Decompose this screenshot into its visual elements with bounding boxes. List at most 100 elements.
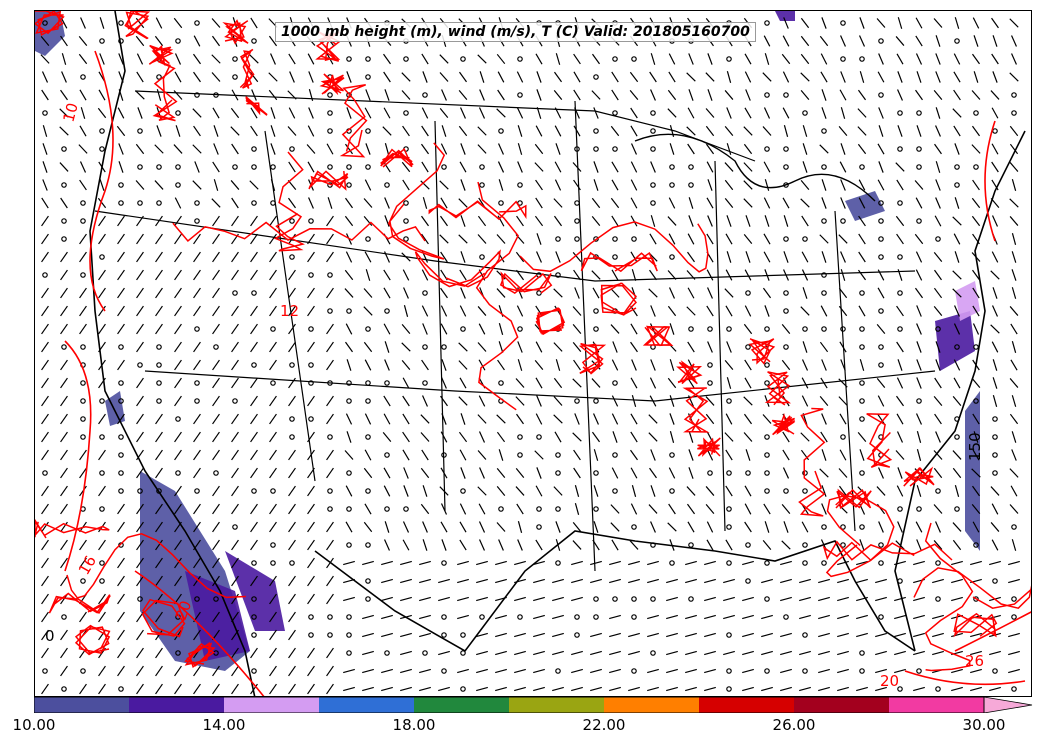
wind-barb	[41, 557, 49, 569]
wind-barb	[706, 539, 714, 551]
wind-barb	[764, 305, 770, 317]
wind-barb	[973, 35, 979, 47]
temperature-contour	[682, 387, 710, 433]
wind-barb	[704, 632, 716, 638]
wind-barb	[631, 269, 637, 281]
wind-barb	[744, 71, 752, 83]
wind-barb	[838, 126, 848, 136]
wind-barb	[194, 161, 200, 173]
wind-barb	[42, 125, 48, 137]
wind-barb	[515, 467, 525, 479]
wind-barb	[838, 234, 848, 244]
wind-barb	[951, 596, 963, 602]
wind-barb	[536, 251, 542, 263]
calm-wind-marker	[346, 308, 352, 314]
calm-wind-marker	[593, 470, 599, 476]
wind-barb	[192, 144, 202, 154]
calm-wind-marker	[935, 488, 941, 494]
wind-barb	[174, 557, 182, 569]
calm-wind-marker	[365, 488, 371, 494]
wind-barb	[553, 89, 563, 101]
wind-barb	[555, 143, 561, 155]
wind-barb	[269, 503, 277, 515]
wind-barb	[972, 179, 980, 191]
calm-wind-marker	[479, 614, 485, 620]
wind-barb	[647, 578, 659, 584]
calm-wind-marker	[308, 362, 314, 368]
calm-wind-marker	[593, 614, 599, 620]
wind-barb	[723, 578, 735, 584]
calm-wind-marker	[821, 272, 827, 278]
wind-barb	[231, 575, 239, 587]
wind-barb	[628, 578, 640, 584]
wind-barb	[896, 341, 904, 353]
calm-wind-marker	[612, 110, 618, 116]
wind-barb	[685, 578, 697, 584]
wind-barb	[230, 180, 240, 190]
wind-barb	[477, 414, 487, 424]
wind-barb	[438, 596, 450, 602]
wind-barb	[915, 413, 923, 425]
wind-barb	[288, 539, 296, 551]
wind-barb	[155, 647, 163, 659]
wind-barb	[60, 485, 68, 497]
wind-barb	[916, 377, 922, 389]
colorbar-extend	[983, 697, 1033, 713]
wind-barb	[174, 269, 182, 281]
wind-barb	[496, 522, 506, 532]
wind-barb	[363, 521, 373, 533]
colorbar-bin	[889, 697, 984, 713]
wind-barb	[535, 125, 543, 137]
wind-barb	[821, 359, 827, 371]
wind-barb	[155, 305, 163, 317]
wind-barb	[211, 18, 221, 28]
calm-wind-marker	[992, 668, 998, 674]
wind-barb	[971, 90, 981, 100]
wind-barb	[459, 269, 467, 281]
wind-barb	[193, 125, 201, 137]
wind-barb	[212, 503, 220, 515]
wind-barb	[1010, 35, 1018, 47]
wind-barb	[630, 449, 638, 461]
wind-barb	[460, 287, 466, 299]
wind-barb	[117, 575, 125, 587]
wind-barb	[609, 632, 621, 638]
wind-barb	[307, 485, 315, 497]
calm-wind-marker	[270, 326, 276, 332]
wind-barb	[458, 360, 468, 370]
wind-barb	[935, 107, 941, 119]
wind-speed-region	[35, 11, 65, 56]
wind-barb	[419, 578, 431, 584]
calm-wind-marker	[156, 200, 162, 206]
wind-barb	[79, 179, 87, 191]
wind-barb	[725, 305, 733, 317]
calm-wind-marker	[327, 434, 333, 440]
calm-wind-marker	[1011, 614, 1017, 620]
wind-barb	[41, 611, 49, 623]
wind-barb	[135, 90, 145, 100]
wind-barb	[647, 560, 659, 566]
wind-barb	[800, 72, 810, 82]
wind-barb	[193, 413, 201, 425]
calm-wind-marker	[992, 434, 998, 440]
wind-barb	[782, 71, 790, 83]
wind-barb	[742, 686, 754, 692]
wind-barb	[440, 305, 448, 317]
wind-barb	[212, 269, 220, 281]
calm-wind-marker	[612, 56, 618, 62]
wind-barb	[476, 686, 488, 692]
wind-barb	[818, 578, 830, 584]
wind-barb	[174, 197, 182, 209]
wind-barb	[991, 215, 999, 227]
wind-barb	[742, 560, 754, 566]
wind-barb	[78, 144, 88, 154]
wind-barb	[41, 521, 49, 533]
wind-barb	[288, 449, 296, 461]
calm-wind-marker	[954, 506, 960, 512]
calm-wind-marker	[80, 434, 86, 440]
wind-barb	[269, 287, 277, 299]
wind-barb	[840, 269, 846, 281]
temperature-contours	[35, 11, 1031, 696]
wind-barb	[590, 650, 602, 656]
wind-barb	[954, 197, 960, 209]
